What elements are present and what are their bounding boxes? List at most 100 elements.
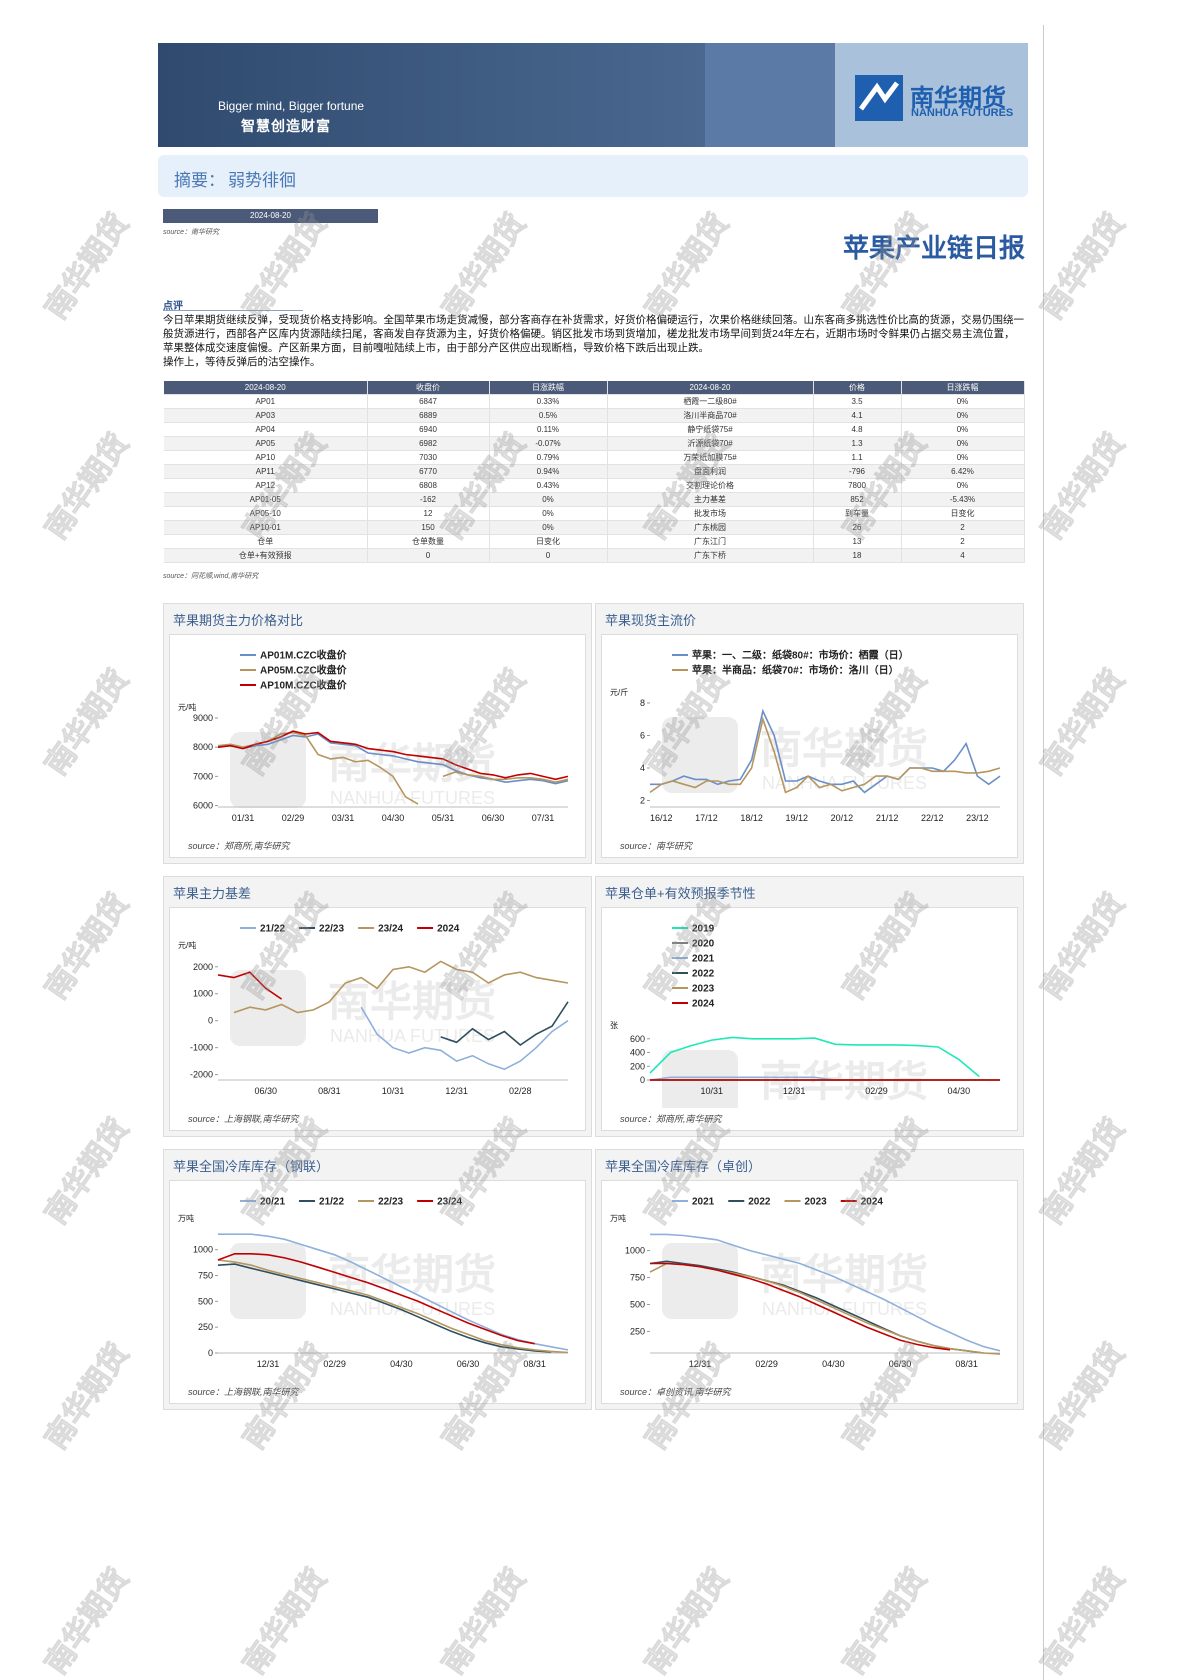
legend-item: AP01M.CZC收盘价 — [240, 649, 348, 662]
chart-watermark-icon — [662, 1050, 738, 1108]
x-tick-label: 02/29 — [282, 813, 305, 823]
y-tick-label: 0 — [640, 1075, 645, 1085]
x-tick-label: 02/29 — [323, 1359, 346, 1369]
y-tick-label: -2000 — [190, 1070, 213, 1080]
x-tick-label: 03/31 — [332, 813, 355, 823]
summary-box — [158, 155, 1028, 197]
x-tick-label: 22/12 — [921, 813, 944, 823]
legend-label: AP01M.CZC收盘价 — [260, 649, 348, 662]
y-tick-label: 250 — [198, 1322, 213, 1332]
table-cell: 仓单数量 — [367, 534, 490, 549]
x-tick-label: 04/30 — [948, 1086, 971, 1096]
series-line — [233, 960, 569, 1014]
table-row: AP12 6808 0.43% 交割理论价格 7800 0% — [164, 478, 1025, 493]
legend-item: 2020 — [672, 939, 715, 950]
chart-watermark: NANHUA FUTURES — [330, 1299, 495, 1319]
y-axis-label: 元/吨 — [178, 940, 196, 950]
y-tick-label: 600 — [630, 1034, 645, 1044]
x-tick-label: 06/30 — [482, 813, 505, 823]
legend-item: 2021 — [672, 954, 715, 965]
table-cell: 0.11% — [489, 422, 608, 437]
legend-item: 21/22 — [299, 1197, 344, 1208]
table-cell: 0.43% — [489, 478, 608, 493]
table-cell: 交割理论价格 — [607, 478, 814, 493]
chart-watermark: NANHUA FUTURES — [762, 1106, 927, 1108]
table-cell: 洛川半商品70# — [607, 408, 814, 423]
chart-panel: 苹果仓单+有效预报季节性 2019 2020 2021 2022 2023 2024 南华期货… — [595, 876, 1024, 1137]
y-tick-label: 200 — [630, 1061, 645, 1071]
chart-title: 苹果主力基差 — [173, 886, 252, 901]
table-header-cell: 日涨跌幅 — [901, 381, 1025, 395]
chart-watermark: 南华期货 — [760, 725, 928, 772]
y-tick-label: 1000 — [193, 989, 213, 999]
page-edge — [1043, 25, 1044, 1680]
table-cell: AP01-05 — [164, 492, 368, 507]
legend-label: 23/24 — [378, 924, 403, 935]
chart: AP01M.CZC收盘价 AP05M.CZC收盘价 AP10M.CZC收盘价南华期货… — [178, 649, 569, 823]
y-tick-label: 750 — [630, 1273, 645, 1283]
series-line — [360, 1006, 569, 1071]
legend-label: 20/21 — [260, 1197, 285, 1208]
table-cell: 852 — [813, 492, 902, 507]
table-cell: 0% — [901, 394, 1025, 409]
table-cell: 6982 — [367, 436, 490, 451]
table-cell: 7030 — [367, 450, 490, 465]
banner-left — [158, 43, 705, 147]
y-axis-label: 万吨 — [610, 1213, 626, 1223]
x-tick-label: 06/30 — [457, 1359, 480, 1369]
logo-en: NANHUA FUTURES — [911, 107, 1014, 119]
chart-box: 20/21 21/22 22/23 23/24 南华期货 NANHUA FUTURES 万吨… — [169, 1180, 586, 1404]
x-tick-label: 04/30 — [390, 1359, 413, 1369]
legend-label: 2023 — [692, 984, 715, 995]
table-cell: 13 — [813, 534, 902, 549]
table-cell: AP11 — [164, 464, 368, 479]
table-cell: AP01 — [164, 394, 368, 409]
series-line — [649, 1036, 980, 1078]
y-tick-label: 7000 — [193, 771, 213, 781]
legend-label: AP10M.CZC收盘价 — [260, 679, 348, 692]
legend-label: 2021 — [692, 1197, 715, 1208]
table-cell: 12 — [367, 506, 490, 521]
chart-watermark: 南华期货 — [328, 1251, 496, 1298]
y-tick-label: 750 — [198, 1271, 213, 1281]
series-line — [218, 1233, 569, 1351]
legend-item: 22/23 — [299, 924, 344, 935]
legend-item: 2019 — [672, 924, 715, 935]
legend-item: 2024 — [840, 1197, 883, 1208]
y-tick-label: 4 — [640, 763, 645, 773]
chart: 苹果：一、二级：纸袋80#：市场价：栖霞（日） 苹果：半商品：纸袋70#：市场价：… — [610, 649, 1001, 823]
table-cell: 1.1 — [813, 450, 902, 465]
legend-item: 23/24 — [358, 924, 404, 935]
x-tick-label: 17/12 — [695, 813, 718, 823]
comment-body: 今日苹果期货继续反弹，受现货价格支持影响。全国苹果市场走货减慢，部分客商存在补货… — [163, 313, 1025, 369]
series-line — [217, 733, 569, 785]
table-cell: 0% — [901, 450, 1025, 465]
chart-watermark: NANHUA FUTURES — [762, 1299, 927, 1319]
legend-label: AP05M.CZC收盘价 — [260, 664, 348, 677]
x-tick-label: 06/30 — [254, 1086, 277, 1096]
legend-item: AP10M.CZC收盘价 — [240, 679, 348, 692]
legend-label: 2019 — [692, 924, 715, 935]
table-cell: 4 — [901, 548, 1025, 563]
comment-heading: 点评 — [163, 301, 183, 312]
table-cell: 广东江门 — [607, 534, 814, 549]
x-tick-label: 08/31 — [523, 1359, 546, 1369]
chart-watermark-icon — [230, 970, 306, 1046]
x-tick-label: 16/12 — [650, 813, 673, 823]
summary-label: 摘要： — [174, 171, 225, 190]
table-cell: AP10 — [164, 450, 368, 465]
y-tick-label: 8 — [640, 698, 645, 708]
legend-label: 2021 — [692, 954, 715, 965]
table-cell: AP12 — [164, 478, 368, 493]
table-cell: 4.1 — [813, 408, 902, 423]
chart-source: source：上海钢联,南华研究 — [188, 1114, 299, 1124]
table-cell: 0% — [489, 492, 608, 507]
table-cell: 万荣纸加膜75# — [607, 450, 814, 465]
table-cell: AP04 — [164, 422, 368, 437]
legend-item: 2021 — [672, 1197, 715, 1208]
chart-title: 苹果期货主力价格对比 — [173, 613, 304, 628]
x-tick-label: 08/31 — [955, 1359, 978, 1369]
y-tick-label: -1000 — [190, 1043, 213, 1053]
